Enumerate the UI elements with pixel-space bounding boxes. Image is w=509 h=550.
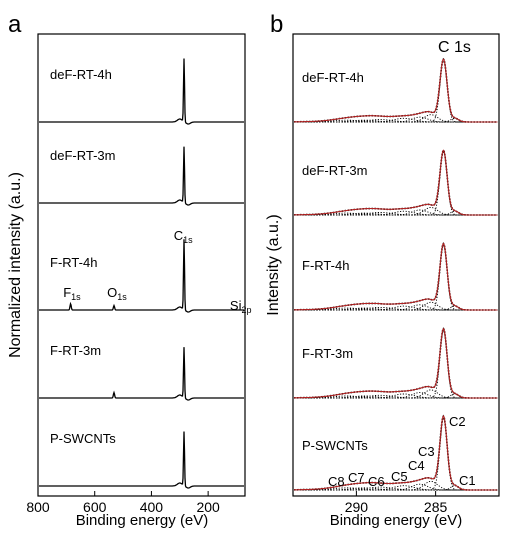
panel-a-series-line [39,431,244,489]
panel-b-component-label: C7 [348,470,365,485]
panel-b-label: b [270,11,283,38]
panel-b-component-curve [294,395,498,399]
panel-b-component-curve [294,307,498,311]
panel-a-x-tick-label: 800 [26,499,50,515]
panel-a-xlabel: Binding energy (eV) [76,512,209,529]
panel-a-series-labels: deF-RT-4h deF-RT-3m F-RT-4h F-RT-3m P-SWCNTs [50,67,116,446]
panel-a-series-line [39,239,244,313]
panel-b-series-label: F-RT-3m [302,346,353,361]
panel-b: b C 1s 290 285 deF-RT-4h deF-RT-3m F-RT-4h F… [265,11,500,529]
panel-a: a 800 600 400 200 deF-RT-4h deF-RT-3m F-RT-4h… [7,11,252,529]
panel-a-series-line [39,347,244,401]
panel-b-data-points [294,242,498,311]
panel-b-component-curve [294,212,498,216]
panel-b-series-label: F-RT-4h [302,258,349,273]
panel-b-xlabel: Binding energy (eV) [330,512,463,529]
panel-a-x-tick-label: 400 [140,499,164,515]
panel-b-series [294,57,498,491]
panel-b-x-tick-label: 285 [424,499,448,515]
panel-b-series-label: deF-RT-3m [302,163,368,178]
panel-b-frame [292,33,500,497]
panel-b-x-ticks: 290 285 [345,491,448,515]
panel-b-component-label: C1 [459,473,476,488]
panel-b-x-tick-label: 290 [345,499,369,515]
panel-b-component-curve [294,329,498,399]
panel-a-peak-annotation: O1s [107,285,127,302]
panel-b-fit-line [294,415,498,491]
panel-b-fit-line [294,242,498,311]
panel-b-component-label: C4 [408,458,425,473]
panel-a-series [39,58,244,489]
panel-b-data-points [294,148,498,216]
panel-a-ylabel: Normalized intensity (a.u.) [7,172,24,358]
panel-a-series-label: deF-RT-3m [50,148,116,163]
panel-a-x-tick-label: 600 [83,499,107,515]
panel-b-component-label: C6 [368,474,385,489]
panel-b-title: C 1s [438,39,471,56]
panel-b-component-label: C8 [328,474,345,489]
panel-a-series-label: deF-RT-4h [50,67,112,82]
panel-b-fit-line [294,149,498,216]
panel-b-component-curve [294,212,498,216]
panel-b-series-label: deF-RT-4h [302,70,364,85]
panel-a-annotations: C1s F1s O1s Si2p [63,228,251,315]
panel-b-component-curve [294,151,498,216]
panel-a-x-tick-label: 200 [196,499,220,515]
panel-a-series-label: F-RT-3m [50,343,101,358]
panel-b-ylabel: Intensity (a.u.) [265,214,282,315]
panel-b-component-curve [294,307,498,311]
panel-b-component-curve [294,395,498,399]
panel-b-component-curve [294,487,498,491]
panel-a-label: a [8,11,22,38]
panel-a-series-line [39,58,244,125]
panel-a-series-label: F-RT-4h [50,255,97,270]
panel-b-data-points [294,327,498,399]
panel-a-peak-annotation: Si2p [230,298,252,315]
panel-b-fit-line [294,58,498,123]
panel-b-component-label: C2 [449,414,466,429]
panel-b-component-curve [294,487,498,491]
panel-b-series-label: P-SWCNTs [302,438,368,453]
panel-b-fit-line [294,327,498,399]
panel-b-component-curve [294,119,498,123]
panel-a-series-label: P-SWCNTs [50,431,116,446]
panel-a-peak-annotation: F1s [63,285,81,302]
panel-a-peak-annotation: C1s [174,228,193,245]
panel-b-data-points [294,57,498,123]
panel-b-component-curve [294,244,498,311]
panel-b-component-label: C5 [391,469,408,484]
panel-a-series-line [39,146,244,206]
panel-a-x-ticks: 800 600 400 200 [26,491,220,515]
panel-b-component-label: C3 [418,444,435,459]
panel-b-series-labels: deF-RT-4h deF-RT-3m F-RT-4h F-RT-3m P-SWCNTs [302,70,368,453]
panel-a-frame [37,33,246,497]
